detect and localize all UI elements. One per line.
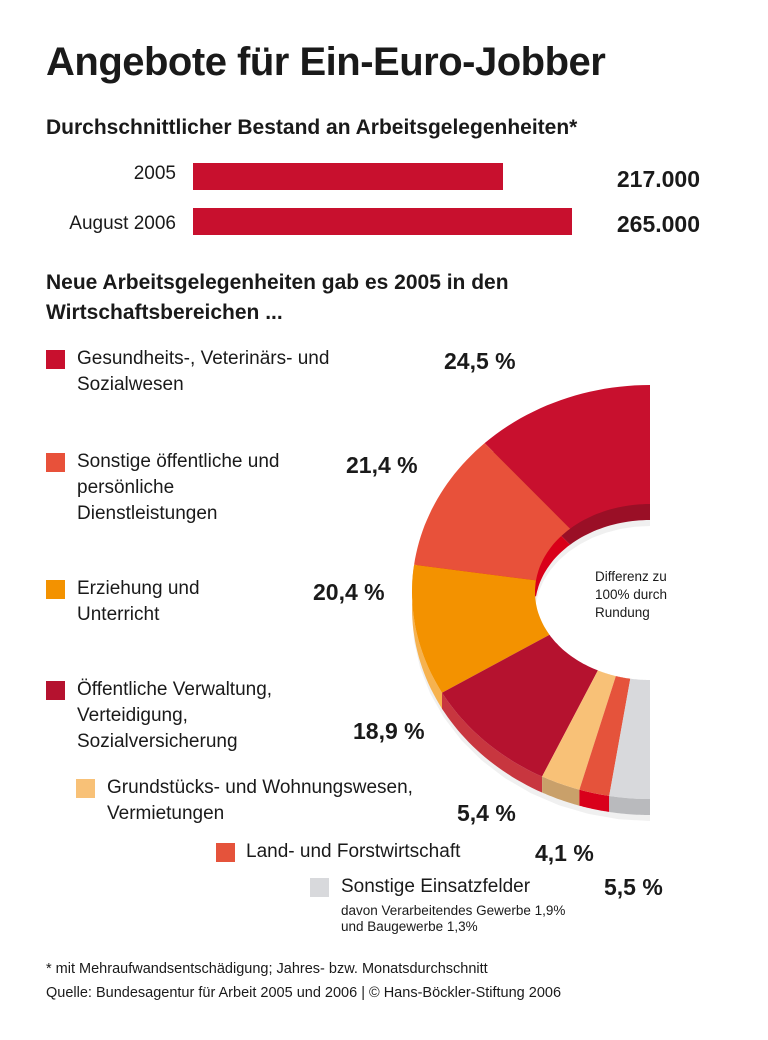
legend-label: Sonstige öffentliche und persönliche Die… <box>77 451 280 524</box>
slice-value-label: 18,9 % <box>353 718 425 744</box>
slice-value-label: 4,1 % <box>535 840 594 866</box>
legend-swatch <box>46 681 65 700</box>
note-line: Rundung <box>595 605 650 620</box>
bar-2005 <box>193 163 504 190</box>
bar-value-label: 217.000 <box>616 166 700 192</box>
sub-note: davon Verarbeitendes Gewerbe 1,9% und Ba… <box>341 903 565 935</box>
pie-chart-title: Neue Arbeitsgelegenheiten gab es 2005 in… <box>46 271 509 324</box>
legend-swatch <box>46 580 65 599</box>
legend-label: Land- und Forstwirtschaft <box>246 841 461 862</box>
page-title: Angebote für Ein-Euro-Jobber <box>46 40 606 84</box>
legend-label: Gesundheits-, Veterinärs- und Sozialwese… <box>77 348 330 395</box>
slice-value-label: 5,5 % <box>604 874 663 900</box>
legend-swatch <box>46 350 65 369</box>
pie-slice-4 <box>542 670 616 790</box>
slice-value-label: 24,5 % <box>444 348 516 374</box>
sub-note-line: davon Verarbeitendes Gewerbe 1,9% <box>341 903 566 918</box>
legend-swatch <box>216 843 235 862</box>
sub-note-line: und Baugewerbe 1,3% <box>341 919 478 934</box>
legend-swatch <box>310 878 329 897</box>
legend-label: Öffentliche Verwaltung, Verteidigung, So… <box>77 679 273 752</box>
footnote: * mit Mehraufwandsentschädigung; Jahres-… <box>46 961 488 977</box>
slice-side-2 <box>412 564 442 709</box>
bar-chart-title: Durchschnittlicher Bestand an Arbeitsgel… <box>46 116 578 139</box>
pie-slice-2 <box>412 564 550 693</box>
pie-slice-0 <box>484 385 650 529</box>
slice-value-label: 21,4 % <box>346 452 418 478</box>
slice-side-5 <box>579 789 610 812</box>
slice-side-6 <box>609 795 650 815</box>
note-line: 100% durch <box>595 587 668 602</box>
bar-category-label: 2005 <box>133 163 176 184</box>
pie-slice-6 <box>609 678 650 799</box>
slice-value-label: 5,4 % <box>457 800 516 826</box>
bar-value-label: 265.000 <box>616 211 700 237</box>
slice-value-label: 20,4 % <box>313 579 385 605</box>
bar-august-2006 <box>193 208 572 235</box>
source: Quelle: Bundesagentur für Arbeit 2005 un… <box>46 985 562 1001</box>
slice-side-4 <box>542 776 580 806</box>
legend-swatch <box>46 453 65 472</box>
bar-category-label: August 2006 <box>69 213 176 234</box>
legend-label: Grundstücks- und Wohnungswesen, Vermietu… <box>107 777 413 824</box>
pie-slice-3 <box>442 634 598 777</box>
pie-slice-5 <box>579 676 631 796</box>
legend-label: Erziehung und Unterricht <box>77 578 200 625</box>
slice-side-3 <box>442 692 543 793</box>
note-line: Differenz zu <box>595 569 667 584</box>
pie-slice-1 <box>414 443 571 581</box>
rounding-note: Differenz zu 100% durch Rundung <box>595 568 667 622</box>
legend-swatch <box>76 779 95 798</box>
legend-label: Sonstige Einsatzfelder <box>341 876 531 897</box>
